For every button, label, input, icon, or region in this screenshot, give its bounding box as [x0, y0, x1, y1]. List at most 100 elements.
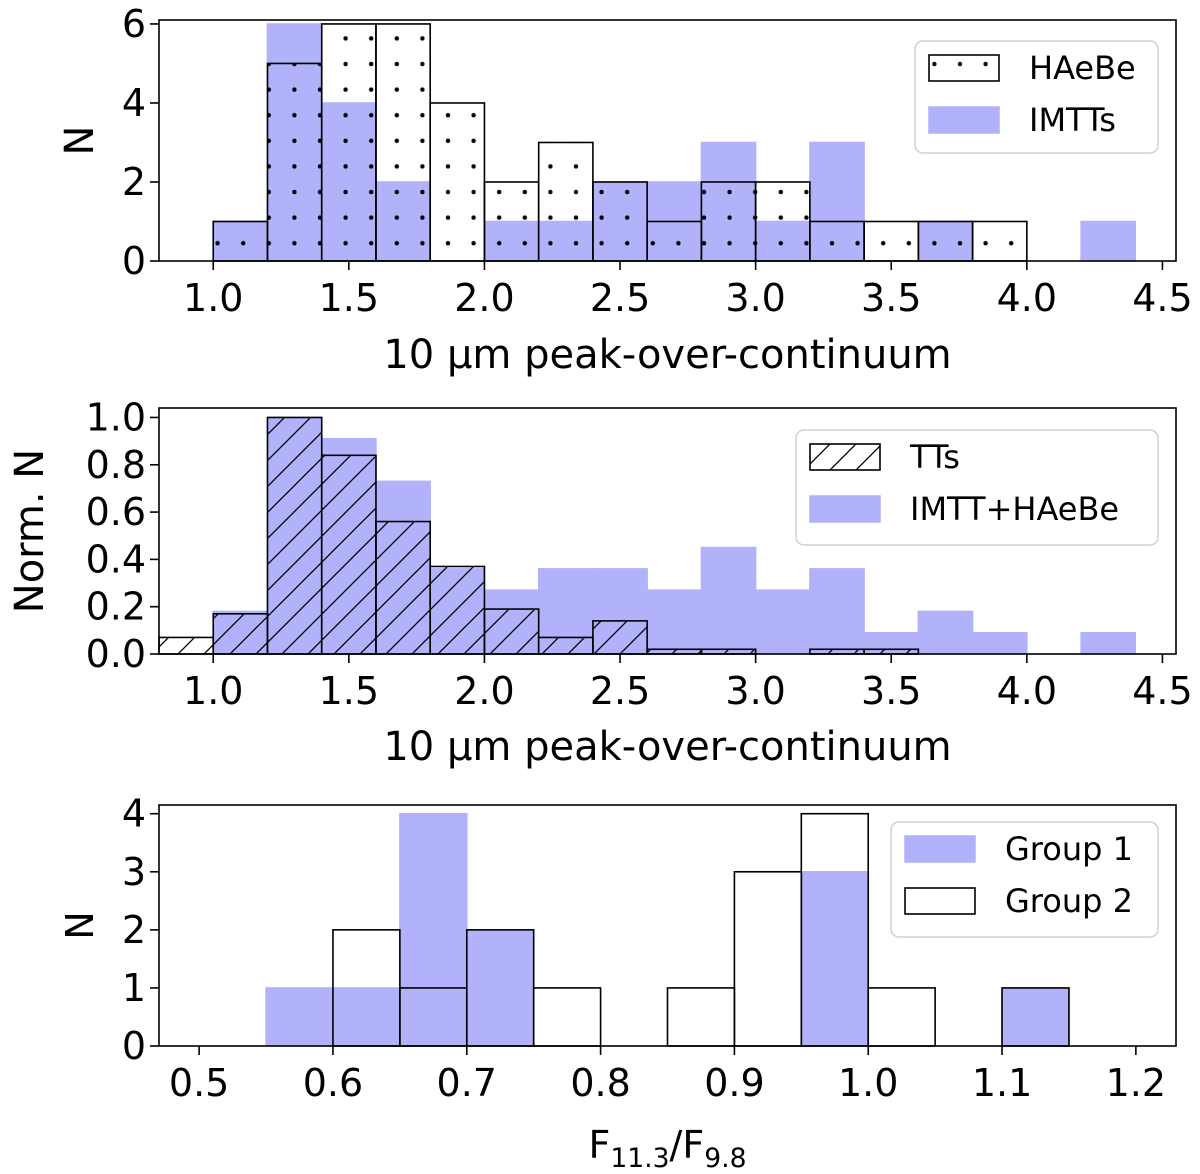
- legend-label: HAeBe: [1029, 49, 1136, 87]
- legend: TTs IMTT+HAeBe: [795, 429, 1159, 546]
- y-tick-label: 0: [122, 1024, 146, 1068]
- x-axis-label: 10 μm peak-over-continuum: [383, 332, 951, 378]
- legend-box: [795, 429, 1159, 546]
- y-tick-label: 1.0: [86, 395, 146, 439]
- bar: [666, 987, 736, 1047]
- panel-peak-histogram: 1.0 1.5 2.0 2.5 3.0 3.5 4.0 4.5 0 2 4 6 N 10 μm peak-…: [57, 2, 1193, 378]
- bar: [212, 612, 269, 655]
- bar: [483, 181, 540, 262]
- legend-swatch: [928, 106, 1000, 134]
- bar: [399, 812, 468, 1047]
- legend: HAeBe IMTTs: [914, 40, 1159, 154]
- bar: [754, 181, 811, 262]
- bar: [1001, 987, 1070, 1047]
- x-tick-label: 1.0: [183, 669, 243, 713]
- y-tick-label: 4: [122, 792, 146, 836]
- bar: [646, 220, 703, 262]
- legend-swatch: [809, 443, 881, 471]
- x-tick-label: 3.5: [861, 669, 921, 713]
- bar: [332, 987, 401, 1047]
- bar: [592, 181, 648, 262]
- legend-label: Group 1: [1005, 830, 1133, 868]
- x-tick-label: 3.0: [725, 669, 785, 713]
- bar: [375, 520, 431, 655]
- y-tick-label: 1: [122, 966, 146, 1010]
- x-tick-label: 3.0: [725, 276, 785, 320]
- y-axis-label: Norm. N: [7, 449, 53, 613]
- x-tick-label: 0.6: [303, 1061, 363, 1105]
- bar: [158, 636, 215, 655]
- y-tick-label: 2: [122, 160, 146, 204]
- bar: [809, 220, 865, 262]
- legend-label: IMTTs: [1029, 101, 1116, 139]
- bar: [320, 23, 377, 262]
- x-tick-label: 2.0: [454, 669, 514, 713]
- y-tick-label: 0.4: [86, 537, 146, 581]
- bar: [592, 620, 648, 655]
- x-tick-label: 4.0: [997, 669, 1057, 713]
- x-tick-label: 1.2: [1106, 1061, 1166, 1105]
- bar: [320, 454, 377, 655]
- bar: [971, 220, 1028, 262]
- y-tick-label: 6: [122, 2, 146, 46]
- bar: [429, 565, 486, 655]
- panel-flux-ratio-histogram: 0.5 0.6 0.7 0.8 0.9 1.0 1.1 1.2 0 1 2 3 4 N F11.3/F9.8…: [58, 792, 1177, 1174]
- bar: [809, 568, 865, 655]
- y-tick-label: 2: [122, 908, 146, 952]
- x-tick-label: 4.5: [1132, 276, 1192, 320]
- axes-frame: [158, 407, 1177, 655]
- x-tick-label: 1.0: [838, 1061, 898, 1105]
- y-tick-label: 0: [122, 239, 146, 283]
- x-tick-label: 0.7: [437, 1061, 497, 1105]
- y-tick-label: 0.6: [86, 490, 146, 534]
- x-tick-label: 0.9: [704, 1061, 764, 1105]
- y-tick-label: 4: [122, 81, 146, 125]
- bar: [700, 546, 757, 655]
- panel-normalized-histogram: 1.0 1.5 2.0 2.5 3.0 3.5 4.0 4.50.00.20.40.60.81…: [7, 395, 1193, 770]
- bar: [537, 636, 594, 655]
- x-tick-label: 3.5: [861, 276, 921, 320]
- x-axis-label: F11.3/F9.8: [588, 1123, 746, 1174]
- y-tick-label: 3: [122, 850, 146, 894]
- legend-swatch: [904, 835, 976, 863]
- legend-label: TTs: [909, 438, 960, 476]
- x-tick-label: 1.1: [972, 1061, 1032, 1105]
- bar: [483, 608, 540, 655]
- bar: [1080, 631, 1137, 655]
- y-tick-label: 0.2: [86, 585, 146, 629]
- axes-frame: [158, 19, 1177, 262]
- bar: [266, 62, 323, 262]
- bar: [971, 631, 1028, 655]
- series-tts: [158, 416, 920, 655]
- legend-label: IMTT+HAeBe: [910, 490, 1119, 528]
- series-haebe: [212, 23, 1028, 262]
- axes-frame: [158, 804, 1177, 1047]
- y-axis-label: N: [57, 126, 103, 156]
- x-tick-label: 0.8: [570, 1061, 630, 1105]
- bar: [265, 987, 334, 1047]
- bar: [800, 871, 869, 1047]
- y-axis-label: N: [58, 911, 102, 939]
- bar: [537, 141, 594, 262]
- x-tick-label: 1.5: [319, 669, 379, 713]
- x-tick-label: 4.5: [1132, 669, 1192, 713]
- x-tick-label: 2.5: [590, 276, 650, 320]
- bar: [754, 589, 811, 655]
- bar: [646, 589, 703, 655]
- legend: Group 1 Group 2: [890, 821, 1159, 938]
- x-tick-label: 2.0: [454, 276, 514, 320]
- legend-swatch: [904, 887, 976, 915]
- bar: [863, 220, 920, 262]
- bar: [466, 929, 535, 1047]
- legend-swatch: [809, 495, 881, 523]
- y-tick-label: 0.0: [86, 632, 146, 676]
- bar: [429, 102, 486, 262]
- x-tick-label: 2.5: [590, 669, 650, 713]
- bar: [212, 220, 269, 262]
- bar: [1080, 220, 1137, 262]
- x-tick-label: 1.0: [183, 276, 243, 320]
- bar: [375, 23, 431, 262]
- x-axis-label: 10 μm peak-over-continuum: [383, 724, 951, 770]
- y-tick-label: 0.8: [86, 443, 146, 487]
